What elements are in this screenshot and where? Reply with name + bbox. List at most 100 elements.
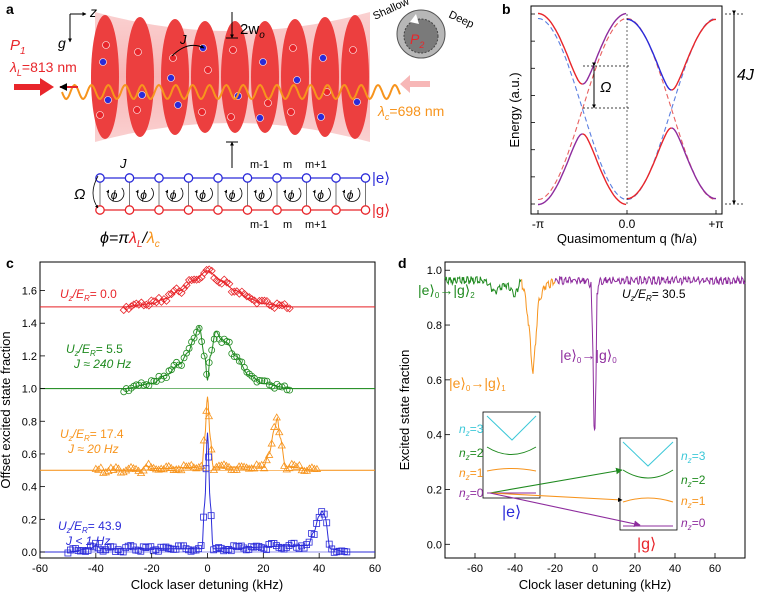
data-point-square <box>303 541 311 549</box>
bandwidth-label: 4J <box>737 67 755 84</box>
data-point-square <box>220 547 228 555</box>
data-point-triangle <box>141 463 151 471</box>
data-point-diamond <box>275 301 284 310</box>
svg-text:λc=698 nm: λc=698 nm <box>377 103 444 122</box>
d-label-e0-g0-part: 0 <box>577 356 582 365</box>
panel-d-labels: Uz/ER= 30.5|e⟩0→|g⟩2|e⟩0→|g⟩1|e⟩0→|g⟩0 <box>418 282 686 393</box>
data-point-triangle <box>202 406 211 414</box>
inset-g-level-2 <box>622 469 674 479</box>
data-point-circle <box>190 334 198 342</box>
c-series-green <box>40 324 375 396</box>
data-point-triangle <box>146 463 156 471</box>
lambda-c-value: =698 nm <box>389 103 444 119</box>
data-point-square <box>182 545 190 553</box>
plaquette-phi: ϕ <box>170 188 177 202</box>
lattice-sites <box>91 15 369 139</box>
c-series-label-red-part: R <box>84 294 90 303</box>
data-point-square <box>154 547 162 555</box>
panel-d-inset: nz=3nz=2nz=1nz=0|e⟩nz=3nz=2nz=1nz=0|g⟩ <box>459 411 706 553</box>
ladder-node-g <box>154 205 164 215</box>
d-label-e0-g1-part: →|g⟩ <box>470 375 501 391</box>
data-point-square <box>79 547 87 554</box>
data-point-circle <box>163 374 170 382</box>
data-point-diamond <box>142 300 151 309</box>
data-point-square <box>217 544 225 552</box>
clock-laser-wave <box>61 83 401 101</box>
data-point-square <box>320 510 328 518</box>
data-point-square <box>134 546 142 554</box>
data-point-square <box>99 547 107 555</box>
data-point-circle <box>135 381 143 389</box>
inset-g-level-1 <box>622 497 674 503</box>
data-point-square <box>192 546 200 554</box>
data-point-triangle <box>312 464 322 472</box>
lambda-L-value: =813 nm <box>22 59 77 75</box>
c-series-label-blue-part: z <box>66 526 71 535</box>
svg-text:2wo: 2wo <box>240 21 265 41</box>
beam-width-sub: o <box>259 30 265 41</box>
c-ytick-label: 1.0 <box>22 384 37 396</box>
inset-g-n-label-1-part: n <box>681 473 688 487</box>
data-point-square <box>283 543 290 551</box>
data-point-diamond <box>174 287 184 296</box>
inset-e-level-1 <box>486 468 537 472</box>
data-point-square <box>240 544 248 552</box>
data-point-diamond <box>207 266 216 275</box>
laser-p1-label: P <box>10 37 20 54</box>
data-point-diamond <box>124 304 133 314</box>
panel-b-ylabel: Energy (a.u.) <box>507 72 522 147</box>
band-lower-left-red <box>582 133 627 206</box>
data-point-square <box>280 545 288 553</box>
c-series-label-orange-part: = 17.4 <box>90 427 124 441</box>
data-point-square <box>84 547 92 554</box>
data-point-diamond <box>169 286 179 295</box>
plaquette-arrow <box>194 187 213 202</box>
data-point-square <box>310 531 318 538</box>
ladder-node-g <box>331 205 341 215</box>
data-point-triangle <box>184 461 193 470</box>
c-series-label-green-part: U <box>66 342 75 356</box>
ladder-node-g <box>213 205 223 215</box>
data-point-square <box>210 546 218 554</box>
data-point-diamond <box>260 296 269 305</box>
band-uncoupled-g <box>537 17 717 201</box>
d-label-e0-g1: |e⟩0→|g⟩1 <box>449 375 506 393</box>
data-point-triangle <box>259 464 269 472</box>
c-ytick-label: 1.6 <box>22 286 37 298</box>
band-upper-left-purple <box>582 12 627 85</box>
panel-a: a z g <box>6 0 476 250</box>
d-xtick-label: -40 <box>507 563 523 575</box>
data-point-diamond <box>282 303 292 313</box>
data-point-diamond <box>222 278 231 287</box>
c-series-label-green-part: = 5.5 <box>96 342 123 356</box>
svg-text:P1: P1 <box>10 37 26 57</box>
inset-e-n-label-1-part: z <box>465 453 470 462</box>
data-point-circle <box>220 335 228 343</box>
data-point-square <box>343 548 351 556</box>
ladder-ket-e: |e⟩ <box>372 170 390 187</box>
data-point-triangle <box>267 439 276 447</box>
c-series-orange <box>40 396 375 477</box>
data-point-square <box>255 543 263 550</box>
c-series-label-green-part: R <box>90 349 96 358</box>
plaquette-phi: ϕ <box>111 188 118 202</box>
data-point-square <box>137 547 145 555</box>
inset-e-n-label-0-part: z <box>465 429 470 438</box>
c-series-label-orange-part: U <box>60 427 69 441</box>
data-point-triangle <box>305 464 314 472</box>
data-point-triangle <box>124 464 133 472</box>
synthetic-ladder: ϕ ϕ ϕ ϕ ϕ ϕ ϕ ϕ ϕ ϕ=πλL/λc |e⟩ |g⟩ Ω J m-1 m m+1… <box>74 156 390 250</box>
data-point-square <box>200 513 207 521</box>
power-knob[interactable]: Shallow Deep P2 <box>371 0 476 59</box>
data-point-square <box>318 508 326 516</box>
plaquette-phi: ϕ <box>317 188 324 202</box>
inset-g-n-label-1-part: =2 <box>692 473 706 487</box>
panel-b-frame <box>530 5 723 215</box>
data-point-square <box>139 543 147 551</box>
data-point-circle <box>258 377 266 385</box>
d-label-e0-g2-part: →|g⟩ <box>439 282 470 298</box>
plaquette-phi: ϕ <box>258 188 265 202</box>
data-point-triangle <box>177 465 186 474</box>
ladder-bot-m: m <box>283 219 292 231</box>
data-point-triangle <box>270 422 279 430</box>
